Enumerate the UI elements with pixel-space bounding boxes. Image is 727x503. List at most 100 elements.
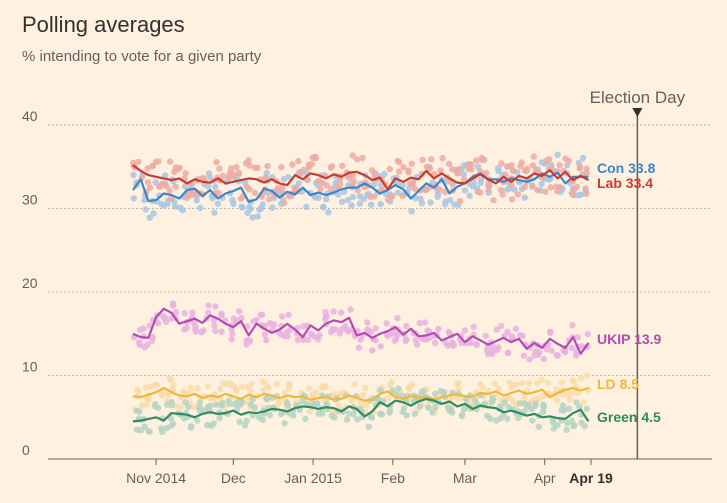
poll-dot bbox=[308, 392, 316, 399]
poll-dot bbox=[521, 183, 528, 190]
poll-dot bbox=[466, 192, 473, 199]
poll-dot bbox=[200, 327, 207, 334]
poll-dot bbox=[247, 388, 254, 395]
poll-dot bbox=[323, 400, 331, 408]
poll-dot bbox=[583, 372, 591, 379]
poll-dot bbox=[295, 157, 302, 165]
poll-dot bbox=[512, 325, 520, 332]
poll-dot bbox=[325, 209, 332, 216]
poll-dot bbox=[360, 391, 367, 398]
poll-dot bbox=[328, 186, 335, 193]
poll-dot bbox=[284, 402, 292, 409]
poll-dot bbox=[540, 401, 547, 408]
poll-dot bbox=[294, 336, 302, 344]
poll-dot bbox=[172, 183, 180, 191]
poll-dot bbox=[207, 402, 214, 409]
poll-dot bbox=[238, 203, 245, 210]
poll-dot bbox=[574, 334, 581, 341]
y-tick-label-20: 20 bbox=[22, 275, 38, 291]
poll-dot bbox=[349, 172, 357, 179]
poll-dot bbox=[135, 387, 143, 395]
poll-dot bbox=[570, 422, 577, 430]
poll-dot bbox=[211, 322, 218, 329]
poll-dot bbox=[559, 391, 566, 398]
chart-title: Polling averages bbox=[22, 12, 185, 37]
poll-dot bbox=[468, 161, 475, 168]
poll-dot bbox=[215, 189, 222, 197]
poll-dot bbox=[172, 309, 180, 316]
poll-dot bbox=[141, 196, 148, 204]
poll-dot bbox=[547, 184, 554, 191]
poll-dot bbox=[167, 415, 175, 422]
poll-dot bbox=[387, 381, 394, 389]
poll-dot bbox=[408, 160, 415, 167]
poll-dot bbox=[370, 181, 378, 188]
poll-dot bbox=[281, 199, 288, 207]
poll-dot bbox=[565, 389, 572, 396]
poll-dot bbox=[167, 195, 175, 202]
poll-dot bbox=[521, 395, 528, 402]
poll-dot bbox=[399, 192, 406, 200]
poll-dot bbox=[520, 352, 528, 359]
poll-dot bbox=[251, 404, 259, 411]
poll-dot bbox=[514, 191, 521, 198]
poll-dot bbox=[532, 400, 539, 407]
poll-dot bbox=[356, 200, 363, 207]
poll-dot bbox=[195, 404, 203, 411]
poll-dot bbox=[485, 186, 492, 194]
poll-dot bbox=[338, 198, 346, 205]
poll-dot bbox=[363, 402, 370, 409]
poll-dot bbox=[219, 399, 226, 407]
poll-dot bbox=[237, 401, 245, 408]
poll-dot bbox=[483, 169, 490, 177]
poll-dot bbox=[427, 199, 434, 206]
poll-dot bbox=[233, 163, 240, 171]
poll-dot bbox=[576, 403, 583, 411]
poll-dot bbox=[219, 172, 226, 179]
poll-dot bbox=[576, 165, 583, 172]
poll-dot bbox=[491, 380, 499, 387]
poll-dot bbox=[577, 375, 585, 382]
poll-dot bbox=[331, 414, 338, 421]
poll-dot bbox=[238, 314, 245, 322]
poll-dot bbox=[508, 196, 516, 203]
poll-dot bbox=[470, 323, 477, 330]
poll-dot bbox=[328, 163, 336, 170]
poll-dot bbox=[320, 203, 327, 210]
end-label-green: Green 4.5 bbox=[597, 409, 661, 425]
poll-dot bbox=[403, 412, 410, 419]
poll-dot bbox=[573, 352, 580, 359]
poll-dot bbox=[386, 406, 394, 414]
poll-dot bbox=[323, 313, 330, 320]
poll-dot bbox=[559, 402, 566, 409]
poll-dot bbox=[176, 164, 183, 172]
poll-dot bbox=[419, 156, 426, 163]
x-tick-label-1: Dec bbox=[221, 470, 246, 486]
poll-dot bbox=[536, 348, 543, 356]
line-lab bbox=[132, 164, 590, 191]
poll-dot bbox=[455, 385, 462, 392]
poll-dot bbox=[395, 158, 403, 166]
poll-dot bbox=[349, 181, 356, 188]
poll-dot bbox=[399, 181, 407, 189]
dots-ukip bbox=[130, 300, 591, 363]
poll-dot bbox=[377, 200, 384, 208]
poll-dot bbox=[167, 376, 175, 384]
poll-dot bbox=[277, 410, 285, 418]
poll-dot bbox=[236, 418, 243, 425]
poll-dot bbox=[177, 403, 184, 411]
poll-dot bbox=[146, 214, 153, 221]
poll-dot bbox=[187, 424, 194, 431]
poll-dot bbox=[483, 346, 491, 354]
poll-dot bbox=[305, 336, 312, 344]
poll-dot bbox=[251, 189, 259, 197]
poll-dot bbox=[223, 381, 230, 388]
poll-dot bbox=[359, 154, 366, 162]
poll-dot bbox=[229, 330, 236, 337]
poll-dot bbox=[353, 156, 361, 163]
poll-dot bbox=[285, 311, 292, 319]
poll-dot bbox=[395, 168, 403, 175]
poll-dot bbox=[493, 417, 500, 424]
poll-dot bbox=[308, 331, 315, 338]
poll-dot bbox=[509, 381, 516, 389]
